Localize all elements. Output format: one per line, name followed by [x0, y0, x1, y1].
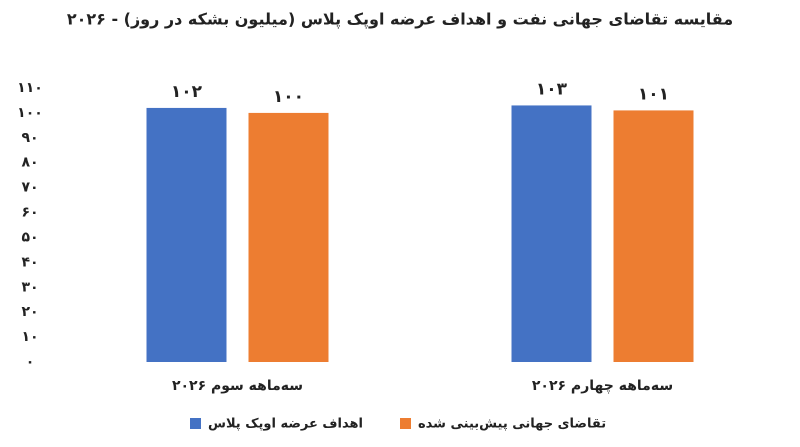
y-tick-label: ۱۱۰ — [17, 80, 43, 96]
legend-label: اهداف عرضه اوپک پلاس — [208, 417, 363, 432]
legend-label: تقاضای جهانی پیش‌بینی شده — [418, 417, 606, 432]
y-tick-label: ۵۰ — [21, 229, 38, 245]
y-tick-label: ۶۰ — [21, 205, 38, 221]
value-label: ۱۰۳ — [536, 79, 568, 99]
bar — [146, 107, 227, 362]
y-tick-label: ۸۰ — [21, 155, 38, 171]
y-tick-label: ۴۰ — [21, 254, 38, 270]
x-tick-label: سه‌ماهه سوم ۲۰۲۶ — [172, 378, 303, 394]
y-tick-label: ۹۰ — [21, 130, 38, 146]
value-label: ۱۰۲ — [171, 82, 203, 102]
bar — [613, 110, 694, 362]
value-label: ۱۰۰ — [273, 87, 304, 107]
x-tick-label: سه‌ماهه چهارم ۲۰۲۶ — [532, 378, 673, 394]
y-tick-label: ۱۰ — [21, 329, 38, 345]
y-tick-label: ۲۰ — [21, 304, 38, 320]
y-tick-label: ۷۰ — [21, 180, 38, 196]
y-tick-label: ۰ — [26, 354, 35, 370]
value-label: ۱۰۱ — [638, 84, 669, 104]
bar — [511, 105, 592, 362]
bar — [248, 112, 329, 362]
y-tick-label: ۳۰ — [21, 279, 38, 295]
legend-swatch — [190, 418, 201, 429]
legend-swatch — [400, 418, 411, 429]
y-tick-label: ۱۰۰ — [17, 105, 43, 121]
chart-title: مقایسه تقاضای جهانی نفت و اهداف عرضه اوپ… — [67, 10, 733, 30]
